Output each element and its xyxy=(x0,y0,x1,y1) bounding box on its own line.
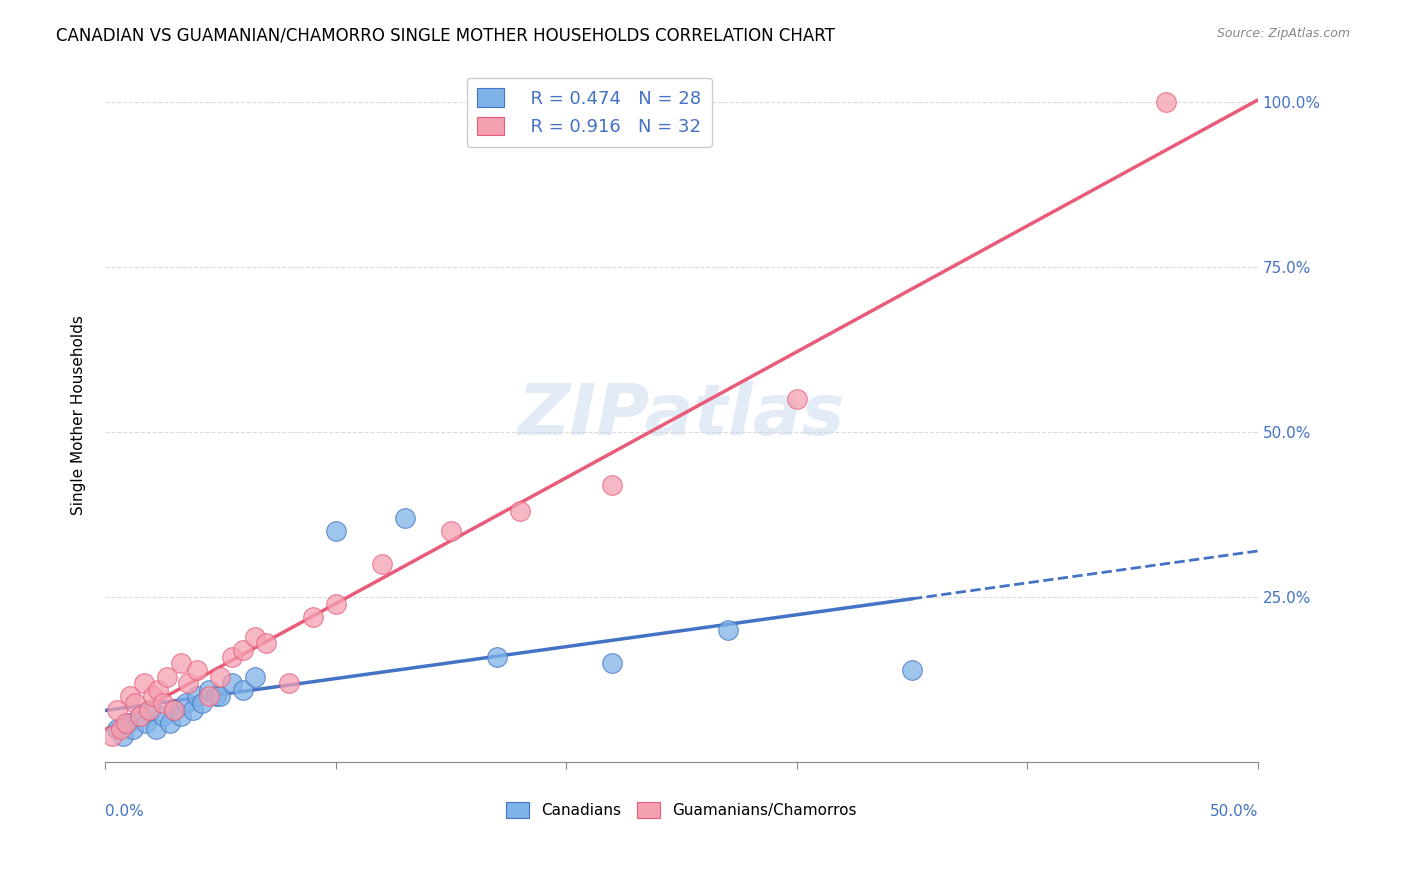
Point xyxy=(243,630,266,644)
Point xyxy=(243,669,266,683)
Point xyxy=(124,696,146,710)
Point xyxy=(142,690,165,704)
Point xyxy=(117,715,139,730)
Point xyxy=(197,690,219,704)
Point xyxy=(174,696,197,710)
Point xyxy=(120,690,142,704)
Point xyxy=(152,709,174,723)
Point xyxy=(232,682,254,697)
Point xyxy=(325,524,347,538)
Point xyxy=(485,649,508,664)
Point xyxy=(278,676,301,690)
Point xyxy=(139,702,162,716)
Text: 50.0%: 50.0% xyxy=(1209,804,1258,819)
Point xyxy=(177,676,200,690)
Point xyxy=(121,723,143,737)
Point xyxy=(325,597,347,611)
Point xyxy=(204,690,226,704)
Point xyxy=(110,723,132,737)
Text: CANADIAN VS GUAMANIAN/CHAMORRO SINGLE MOTHER HOUSEHOLDS CORRELATION CHART: CANADIAN VS GUAMANIAN/CHAMORRO SINGLE MO… xyxy=(56,27,835,45)
Point xyxy=(112,729,135,743)
Point xyxy=(440,524,463,538)
Text: Source: ZipAtlas.com: Source: ZipAtlas.com xyxy=(1216,27,1350,40)
Point xyxy=(146,682,169,697)
Point xyxy=(786,392,808,406)
Point xyxy=(600,657,623,671)
Point xyxy=(221,676,243,690)
Point xyxy=(394,511,416,525)
Point xyxy=(128,709,150,723)
Point xyxy=(600,478,623,492)
Point xyxy=(209,690,232,704)
Point xyxy=(186,690,208,704)
Point xyxy=(370,557,392,571)
Point xyxy=(186,663,208,677)
Point xyxy=(159,715,181,730)
Point xyxy=(1154,95,1177,109)
Point xyxy=(232,643,254,657)
Text: ZIPatlas: ZIPatlas xyxy=(517,381,845,450)
Text: 0.0%: 0.0% xyxy=(105,804,143,819)
Point xyxy=(114,715,136,730)
Point xyxy=(170,657,193,671)
Point xyxy=(170,709,193,723)
Y-axis label: Single Mother Households: Single Mother Households xyxy=(72,316,86,516)
Point xyxy=(152,696,174,710)
Point xyxy=(191,696,214,710)
Point xyxy=(716,624,738,638)
Point xyxy=(101,729,124,743)
Point xyxy=(134,676,156,690)
Legend: Canadians, Guamanians/Chamorros: Canadians, Guamanians/Chamorros xyxy=(501,796,862,824)
Point xyxy=(301,610,323,624)
Point xyxy=(138,702,160,716)
Point xyxy=(135,715,157,730)
Point xyxy=(105,702,128,716)
Point xyxy=(105,723,128,737)
Point xyxy=(509,504,531,518)
Point xyxy=(221,649,243,664)
Point xyxy=(163,702,186,716)
Point xyxy=(209,669,232,683)
Point xyxy=(156,669,179,683)
Point xyxy=(901,663,924,677)
Point xyxy=(163,702,186,716)
Point xyxy=(254,636,277,650)
Point xyxy=(181,702,204,716)
Point xyxy=(145,723,167,737)
Point xyxy=(197,682,219,697)
Point xyxy=(128,709,150,723)
